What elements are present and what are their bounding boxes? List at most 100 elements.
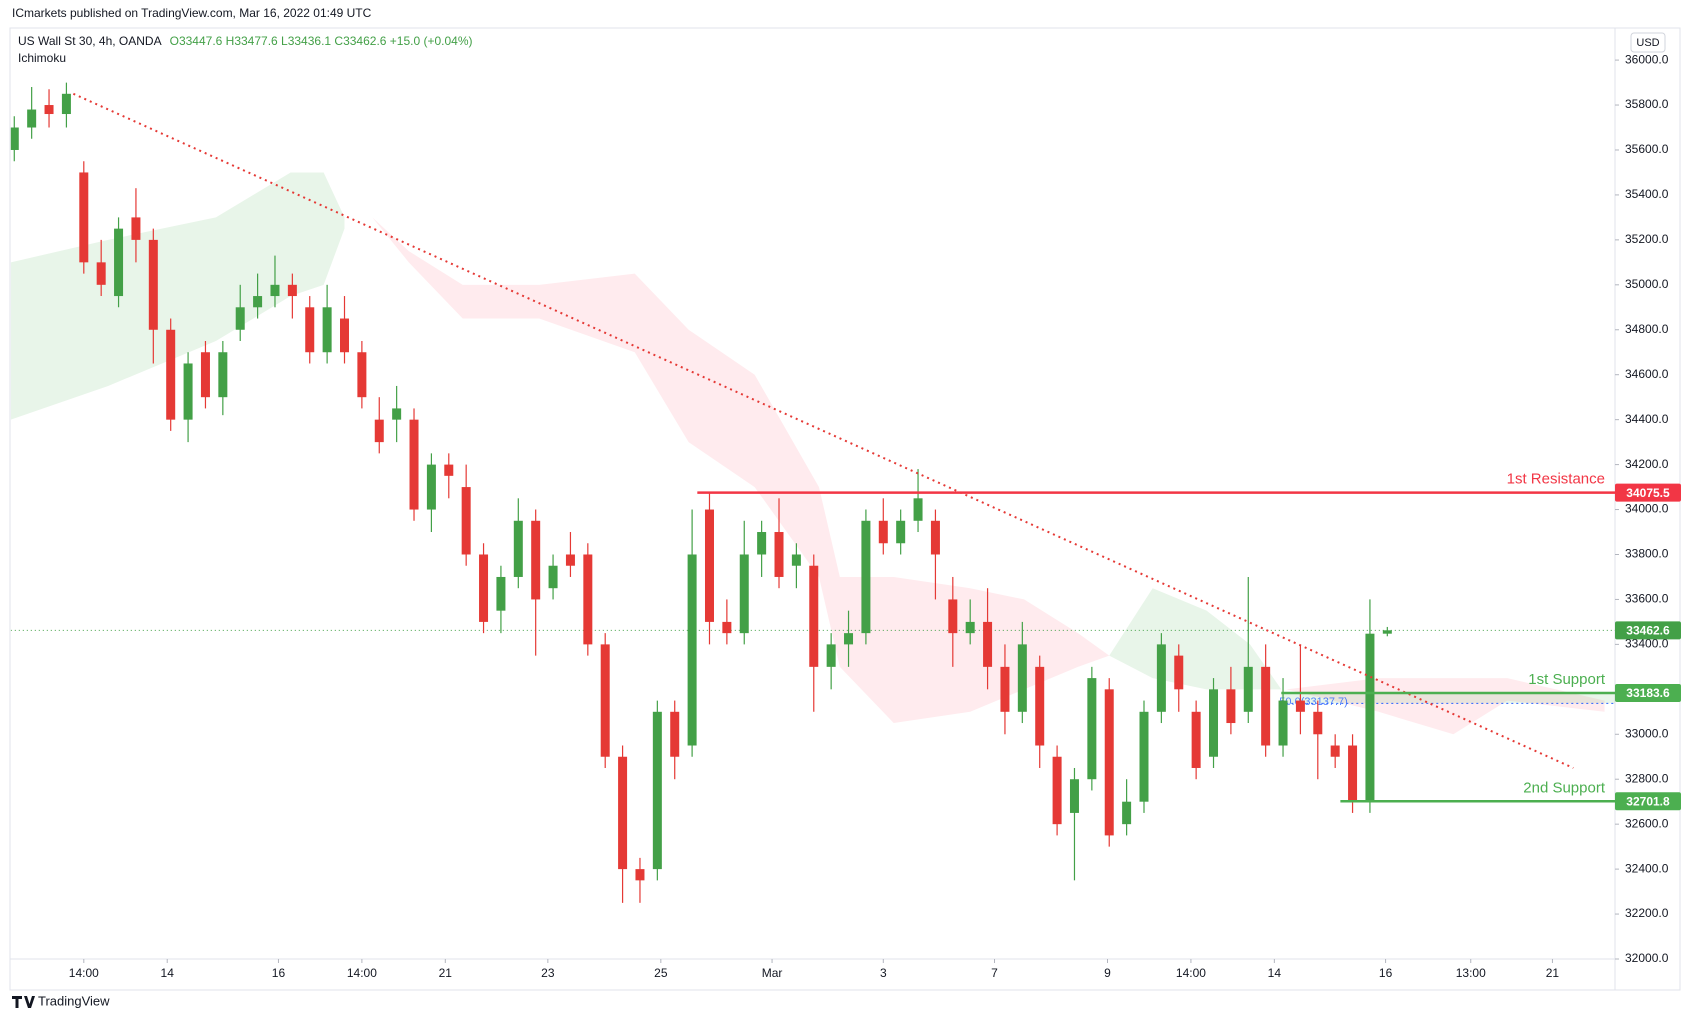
candle-body	[148, 239, 158, 330]
candle-body	[166, 329, 176, 420]
candle-body	[1017, 644, 1027, 712]
candle-body	[1122, 801, 1132, 825]
candle-body	[722, 621, 732, 634]
price-box	[1615, 621, 1681, 640]
fib-label: 50.0(33137.7)	[1279, 696, 1348, 708]
ichimoku-cloud	[10, 172, 345, 420]
x-tick-label: 14:00	[1176, 966, 1206, 980]
y-tick-label: 34000.0	[1625, 502, 1669, 516]
ichimoku-cloud	[372, 217, 1110, 724]
candle-body	[374, 419, 384, 443]
candle-body	[948, 599, 958, 634]
ohlc: O33447.6 H33477.6 L33436.1 C33462.6 +15.…	[170, 34, 473, 48]
publisher: ICmarkets published on TradingView.com, …	[12, 6, 372, 20]
x-tick-label: 23	[541, 966, 555, 980]
candle-body	[687, 554, 697, 746]
x-tick-label: 14	[161, 966, 175, 980]
price-box-label: 34075.5	[1626, 486, 1670, 500]
candle-body	[652, 711, 662, 870]
candle-body	[757, 532, 767, 555]
candle-body	[61, 93, 71, 115]
candle-body	[479, 554, 489, 622]
candle-body	[861, 520, 871, 634]
x-tick-label: 7	[991, 966, 998, 980]
candle-body	[409, 419, 419, 510]
price-box-label: 33462.6	[1626, 623, 1670, 637]
candle-body	[618, 756, 628, 870]
candle-body	[183, 363, 193, 420]
candle-body	[1330, 745, 1340, 757]
candle-body	[1156, 644, 1166, 712]
candle-body	[131, 217, 141, 240]
level-label: 1st Resistance	[1507, 471, 1605, 488]
y-tick-label: 34200.0	[1625, 457, 1669, 471]
y-tick-label: 35600.0	[1625, 142, 1669, 156]
x-tick-label: 13:00	[1456, 966, 1486, 980]
y-tick-label: 32600.0	[1625, 816, 1669, 830]
candle-body	[670, 711, 680, 757]
indicator: Ichimoku	[18, 51, 66, 65]
candle-body	[1209, 689, 1219, 757]
x-tick-label: 14:00	[347, 966, 377, 980]
y-tick-label: 35000.0	[1625, 277, 1669, 291]
y-tick-label: 33600.0	[1625, 592, 1669, 606]
candle-body	[513, 520, 523, 577]
candle-body	[1278, 700, 1288, 746]
candle-body	[287, 284, 297, 297]
candle-body	[1139, 711, 1149, 802]
candle-body	[305, 307, 315, 353]
symbol: US Wall St 30, 4h, OANDA	[18, 34, 162, 48]
candle-body	[200, 352, 210, 398]
candle-body	[1174, 655, 1184, 690]
candle-body	[704, 509, 714, 622]
candle-body	[79, 172, 89, 263]
y-tick-label: 36000.0	[1625, 52, 1669, 66]
plot: 50.0(33137.7) 1st Resistance 1st Support 2n…	[10, 82, 1615, 903]
candle-body	[44, 105, 54, 115]
brand-logo	[12, 996, 35, 1008]
candle-body	[965, 621, 975, 634]
x-tick-label: 16	[1379, 966, 1393, 980]
frame	[9, 27, 1681, 991]
y-tick-label: 33800.0	[1625, 547, 1669, 561]
candle-body	[1226, 689, 1236, 724]
candle-body	[583, 554, 593, 645]
price-box	[1615, 792, 1681, 811]
candle-body	[96, 262, 106, 285]
x-tick-label: 25	[654, 966, 668, 980]
candle-body	[809, 565, 819, 667]
candle-body	[1365, 633, 1375, 802]
candle-body	[844, 633, 854, 645]
trendline	[72, 92, 1574, 769]
y-tick-label: 35800.0	[1625, 97, 1669, 111]
x-tick-label: 14:00	[69, 966, 99, 980]
y-tick-label: 34600.0	[1625, 367, 1669, 381]
candle-body	[878, 520, 888, 544]
y-tick-label: 35400.0	[1625, 187, 1669, 201]
candle-body	[322, 307, 332, 353]
candle-body	[444, 464, 454, 476]
candle-body	[1382, 630, 1392, 634]
candle-body	[791, 554, 801, 566]
y-tick-label: 34800.0	[1625, 322, 1669, 336]
candle-body	[1104, 689, 1114, 836]
candle-body	[896, 520, 906, 544]
x-tick-label: 21	[1546, 966, 1560, 980]
candle-body	[1000, 666, 1010, 712]
candle-body	[270, 284, 280, 297]
candle-body	[635, 869, 645, 881]
y-tick-label: 32000.0	[1625, 951, 1669, 965]
candle-body	[1052, 756, 1062, 825]
level-label: 1st Support	[1528, 671, 1606, 688]
price-box-label: 33183.6	[1626, 686, 1670, 700]
support-zone	[1281, 693, 1615, 704]
candle-body	[600, 644, 610, 757]
candle-body	[548, 565, 558, 589]
x-tick-label: 21	[439, 966, 453, 980]
y-tick-label: 35200.0	[1625, 232, 1669, 246]
ichimoku-cloud	[1109, 588, 1282, 690]
candle-body	[340, 318, 350, 353]
candle-body	[531, 520, 541, 600]
